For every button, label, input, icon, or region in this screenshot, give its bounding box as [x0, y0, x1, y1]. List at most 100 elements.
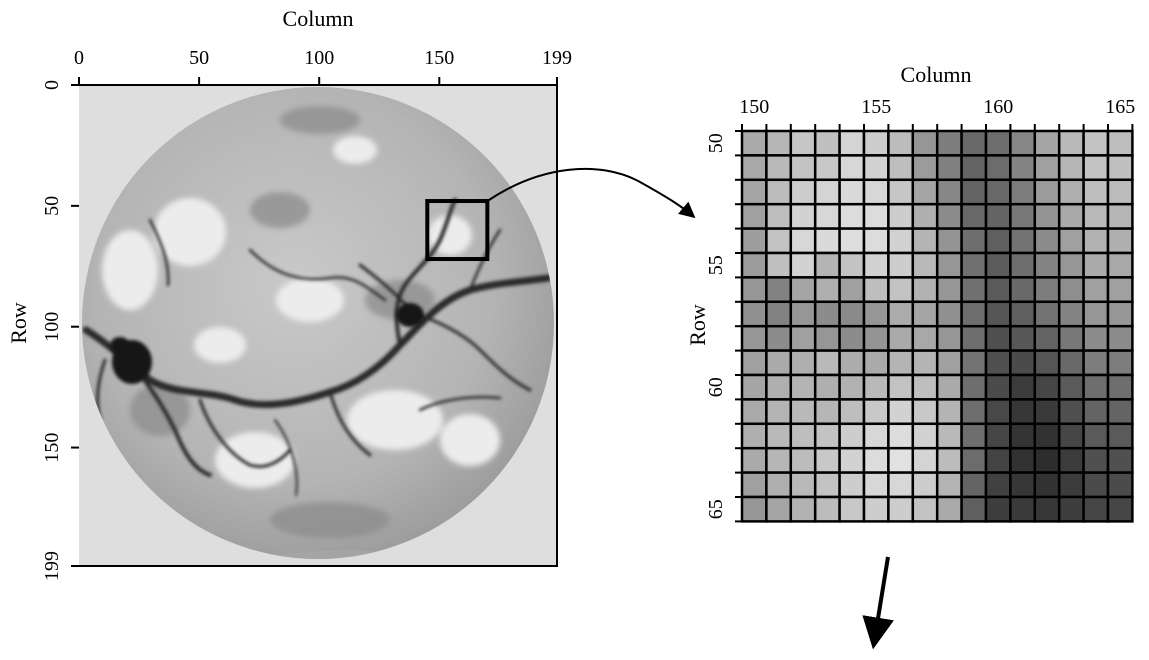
pixel-cell	[1082, 251, 1110, 279]
right-y-tick-label: 55	[705, 255, 727, 275]
pixel-cell	[740, 300, 768, 328]
pixel-cell	[862, 324, 890, 352]
pixel-cell	[862, 300, 890, 328]
pixel-cell	[1033, 154, 1061, 182]
pixel-cell	[765, 446, 793, 474]
pixel-cell	[911, 154, 939, 182]
pixel-cell	[862, 495, 890, 523]
pixel-cell	[740, 422, 768, 450]
pixel-cell	[1057, 446, 1085, 474]
pixel-cell	[813, 178, 841, 206]
pixel-cell	[1106, 300, 1134, 328]
pixel-cell	[1082, 324, 1110, 352]
pixel-cell	[1009, 178, 1037, 206]
left-y-tick-label: 0	[41, 80, 63, 90]
left-x-tick-labels: 0 50 100 150 199	[74, 47, 572, 69]
pixel-cell	[1082, 227, 1110, 255]
pixel-cell	[1082, 398, 1110, 426]
pixel-cell	[765, 178, 793, 206]
pixel-cell	[740, 276, 768, 304]
pixel-cell	[887, 495, 915, 523]
pixel-cell	[911, 349, 939, 377]
pixel-cell	[838, 398, 866, 426]
pixel-cell	[935, 349, 963, 377]
pixel-cell	[887, 324, 915, 352]
pixel-cell	[1057, 227, 1085, 255]
pixel-cell	[765, 154, 793, 182]
pixel-cell	[1106, 373, 1134, 401]
pixel-cell	[887, 373, 915, 401]
pixel-cell	[1082, 129, 1110, 157]
pixel-cell	[740, 349, 768, 377]
pixel-cell	[887, 202, 915, 230]
pixel-cell	[1106, 422, 1134, 450]
pixel-cell	[1057, 471, 1085, 499]
right-x-tick-label: 155	[861, 96, 891, 118]
pixel-cell	[765, 398, 793, 426]
right-y-tick-label: 65	[705, 499, 727, 519]
pixel-cell	[838, 422, 866, 450]
pixel-cell	[887, 349, 915, 377]
pixel-cell	[887, 398, 915, 426]
pixel-cell	[1057, 178, 1085, 206]
pixel-cell	[1106, 471, 1134, 499]
pixel-cell	[935, 300, 963, 328]
pixel-cell	[789, 154, 817, 182]
pixel-cell	[911, 202, 939, 230]
pixel-cell	[789, 398, 817, 426]
left-y-axis-title: Row	[6, 302, 31, 344]
pixel-cell	[1106, 398, 1134, 426]
pixel-cell	[911, 495, 939, 523]
pixel-cell	[1009, 495, 1037, 523]
pixel-cell	[813, 422, 841, 450]
pixel-cell	[1009, 300, 1037, 328]
pixel-cell	[789, 178, 817, 206]
pixel-cell	[1057, 495, 1085, 523]
pixel-cell	[813, 227, 841, 255]
pixel-cell	[740, 178, 768, 206]
pixel-cell	[1082, 178, 1110, 206]
right-y-tick-label: 60	[705, 377, 727, 397]
pixel-cell	[984, 178, 1012, 206]
pixel-cell	[960, 373, 988, 401]
pixel-cell	[984, 495, 1012, 523]
pixel-cell	[1033, 471, 1061, 499]
pixel-cell	[789, 373, 817, 401]
pixel-cell	[1033, 349, 1061, 377]
pixel-cell	[960, 495, 988, 523]
pixel-cell	[765, 422, 793, 450]
pixel-cell	[1057, 276, 1085, 304]
left-x-tick-label: 0	[74, 47, 84, 69]
pixel-grid	[740, 129, 1134, 523]
zoom-selection-box	[425, 199, 490, 262]
pixel-cell	[862, 471, 890, 499]
pixel-cell	[960, 422, 988, 450]
pixel-cell	[1057, 300, 1085, 328]
pixel-cell	[1033, 227, 1061, 255]
pixel-cell	[1082, 154, 1110, 182]
pixel-cell	[1033, 398, 1061, 426]
right-x-axis-title: Column	[901, 62, 972, 87]
pixel-cell	[911, 398, 939, 426]
pixel-cell	[935, 251, 963, 279]
pixel-cell	[1082, 349, 1110, 377]
zoom-arrow	[485, 167, 696, 219]
pixel-cell	[1057, 202, 1085, 230]
pixel-cell	[1033, 178, 1061, 206]
pixel-cell	[765, 202, 793, 230]
pixel-cell	[1106, 495, 1134, 523]
pixel-cell	[838, 251, 866, 279]
pixel-cell	[935, 446, 963, 474]
pixel-cell	[1106, 446, 1134, 474]
pixel-cell	[984, 129, 1012, 157]
pixel-cell	[862, 398, 890, 426]
pixel-cell	[887, 129, 915, 157]
pixel-cell	[1009, 398, 1037, 426]
pixel-cell	[960, 251, 988, 279]
pixel-cell	[1106, 202, 1134, 230]
right-y-tick-labels: 50 55 60 65	[705, 133, 727, 519]
pixel-cell	[862, 251, 890, 279]
pixel-cell	[935, 373, 963, 401]
pixel-cell	[1033, 300, 1061, 328]
pixel-cell	[1106, 276, 1134, 304]
